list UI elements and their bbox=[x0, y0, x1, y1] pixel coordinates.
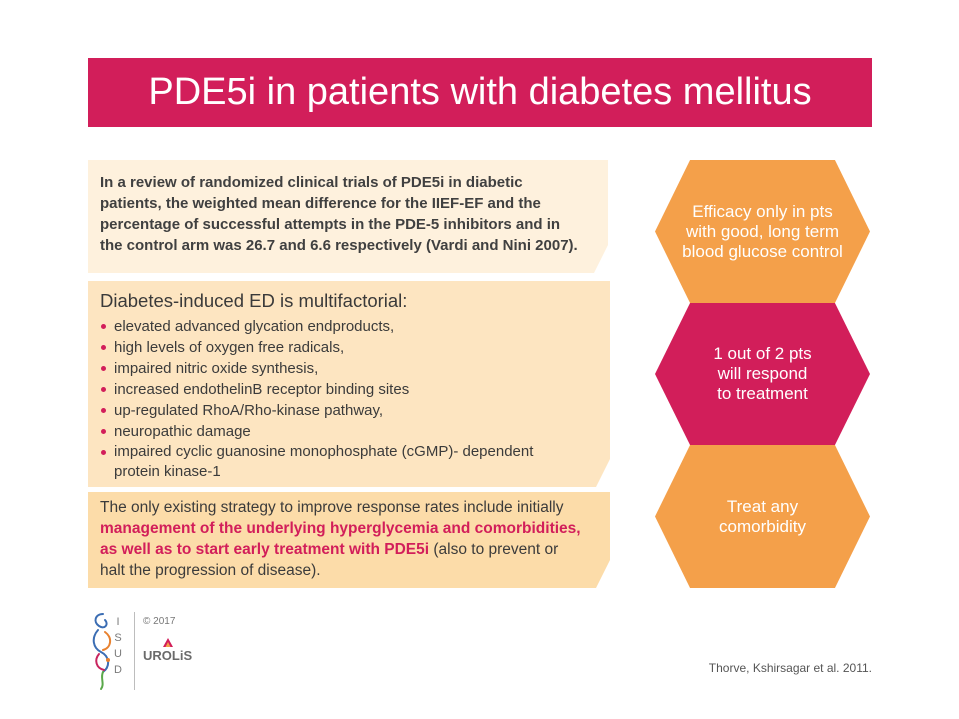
bullet-text: high levels of oxygen free radicals, bbox=[114, 339, 345, 356]
urolis-logo: UROLiS bbox=[143, 648, 193, 663]
list-item: high levels of oxygen free radicals, bbox=[88, 337, 569, 358]
bullet-text: increased endothelinB receptor binding s… bbox=[114, 381, 410, 398]
list-item: elevated advanced glycation endproducts, bbox=[88, 316, 569, 337]
bullet-text: neuropathic damage bbox=[114, 423, 251, 440]
mechanisms-heading: Diabetes-induced ED is multifactorial: bbox=[100, 290, 408, 311]
list-item: neuropathic damage bbox=[88, 421, 569, 442]
review-text-line: In a review of randomized clinical trial… bbox=[100, 174, 523, 191]
hexagon-text-line: blood glucose control bbox=[682, 241, 843, 261]
copyright-notice: © 2017 bbox=[143, 616, 176, 627]
strategy-highlight: as well as to start early treatment with… bbox=[100, 541, 430, 558]
isud-emblem-icon bbox=[92, 613, 111, 690]
isud-logo-letters: I S U D bbox=[111, 614, 125, 678]
mechanism-list: elevated advanced glycation endproducts,… bbox=[88, 316, 569, 482]
bullet-icon bbox=[101, 429, 106, 434]
citation: Thorve, Kshirsagar et al. 2011. bbox=[708, 661, 872, 675]
title-banner: PDE5i in patients with diabetes mellitus bbox=[88, 58, 872, 127]
hexagon-text-line: Treat any bbox=[726, 496, 799, 516]
strategy-text-line: management of the underlying hyperglycem… bbox=[100, 518, 610, 539]
bullet-icon bbox=[101, 324, 106, 329]
bullet-icon bbox=[101, 408, 106, 413]
hexagon-text-line: Efficacy only in pts bbox=[692, 201, 833, 221]
outcome-hexagon-efficacy: Efficacy only in pts with good, long ter… bbox=[655, 160, 870, 303]
outcome-hexagon-comorbidity: Treat any comorbidity bbox=[655, 445, 870, 588]
list-item: up-regulated RhoA/Rho-kinase pathway, bbox=[88, 400, 569, 421]
footer-divider bbox=[134, 612, 135, 690]
list-item: impaired nitric oxide synthesis, bbox=[88, 358, 569, 379]
bullet-icon bbox=[101, 450, 106, 455]
strategy-tail: (also to prevent or bbox=[429, 541, 559, 558]
bullet-text: impaired nitric oxide synthesis, bbox=[114, 360, 319, 377]
hexagon-text-line: comorbidity bbox=[719, 516, 806, 536]
isud-letter: U bbox=[114, 648, 122, 660]
review-panel: In a review of randomized clinical trial… bbox=[88, 160, 608, 273]
review-text-line: percentage of successful attempts in the… bbox=[100, 216, 561, 233]
strategy-text-line: as well as to start early treatment with… bbox=[100, 539, 610, 560]
hexagon-text-line: 1 out of 2 pts bbox=[713, 344, 812, 363]
hexagon-text: Treat any comorbidity bbox=[719, 497, 806, 537]
review-text-line: patients, the weighted mean difference f… bbox=[100, 195, 541, 212]
hexagon-text: Efficacy only in pts with good, long ter… bbox=[682, 202, 843, 262]
bullet-icon bbox=[101, 387, 106, 392]
isud-letter: D bbox=[114, 664, 122, 676]
list-item: increased endothelinB receptor binding s… bbox=[88, 379, 569, 400]
hexagon-text-line: will respond bbox=[717, 364, 808, 383]
urolis-triangle-icon bbox=[163, 638, 173, 647]
isud-letter: S bbox=[114, 632, 122, 644]
mechanisms-panel: Diabetes-induced ED is multifactorial: e… bbox=[88, 281, 610, 487]
bullet-icon bbox=[101, 366, 106, 371]
bullet-text: elevated advanced glycation endproducts, bbox=[114, 318, 395, 335]
bullet-text: impaired cyclic guanosine monophosphate … bbox=[114, 443, 534, 480]
strategy-tail: halt the progression of disease). bbox=[100, 562, 321, 579]
strategy-text-line: halt the progression of disease). bbox=[100, 560, 610, 581]
strategy-text-line: The only existing strategy to improve re… bbox=[100, 497, 610, 518]
hexagon-text: 1 out of 2 pts will respond to treatment bbox=[713, 344, 811, 404]
hexagon-text-line: with good, long term bbox=[685, 221, 840, 241]
list-item: impaired cyclic guanosine monophosphate … bbox=[88, 442, 569, 482]
strategy-panel: The only existing strategy to improve re… bbox=[88, 492, 610, 588]
bullet-text: up-regulated RhoA/Rho-kinase pathway, bbox=[114, 402, 384, 419]
slide-title: PDE5i in patients with diabetes mellitus bbox=[148, 71, 812, 113]
review-text-line: the control arm was 26.7 and 6.6 respect… bbox=[100, 237, 578, 254]
strategy-highlight: management of the underlying hyperglycem… bbox=[100, 520, 581, 537]
bullet-icon bbox=[101, 345, 106, 350]
isud-letter: I bbox=[116, 616, 120, 628]
strategy-intro: The only existing strategy to improve re… bbox=[100, 499, 564, 516]
outcome-hexagon-response: 1 out of 2 pts will respond to treatment bbox=[655, 303, 870, 445]
hexagon-text-line: to treatment bbox=[717, 384, 808, 403]
